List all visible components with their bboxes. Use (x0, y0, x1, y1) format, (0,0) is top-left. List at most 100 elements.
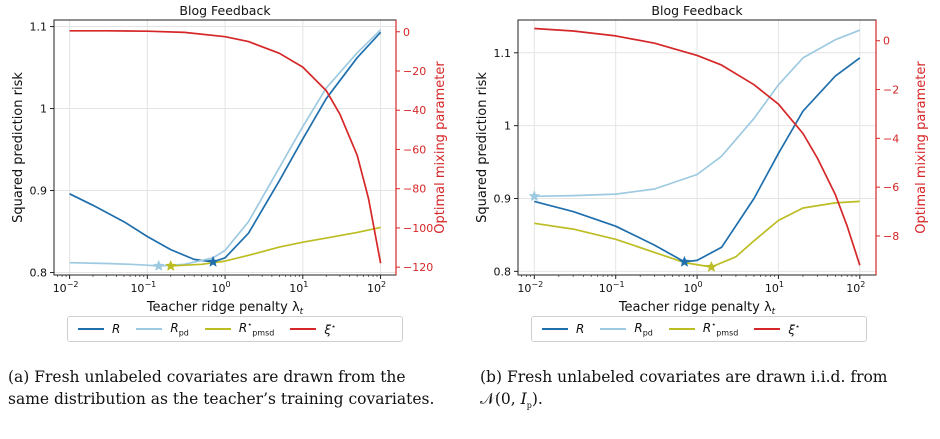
y-tick-label: 0.9 (494, 193, 512, 206)
x-tick-label: 101 (289, 280, 308, 295)
legend-swatch (542, 328, 568, 330)
y-tick-label: 1 (40, 103, 47, 116)
legend-label-base: R (702, 321, 712, 336)
y-axis-label: Squared prediction risk (11, 72, 26, 223)
y2-tick-label: −100 (403, 222, 433, 235)
x-tick-label: 10−1 (130, 280, 156, 295)
legend-label-sup: ⋆ (247, 320, 253, 330)
legend-label: ξ⋆ (788, 322, 800, 337)
caption-b-math-sub: p (526, 401, 532, 411)
y2-tick-label: −20 (403, 65, 426, 78)
series-line- (534, 27, 861, 266)
legend-label: Rpd (170, 321, 189, 337)
y-tick-label: 1 (504, 120, 511, 133)
min-star-marker (152, 259, 165, 271)
x-tick-label: 100 (684, 280, 703, 295)
y-axis-label: Squared prediction risk (475, 72, 490, 223)
y2-tick-label: −80 (403, 183, 426, 196)
legend-label: R⋆pmsd (239, 320, 274, 337)
series-line-R (69, 31, 382, 263)
y2-tick-label: −2 (883, 84, 899, 97)
chart-title: Blog Feedback (651, 3, 743, 18)
series-line- (69, 29, 382, 264)
x-tick-label: 10−2 (53, 280, 79, 295)
x-tick-label: 100 (212, 280, 231, 295)
legend-a: R Rpd R⋆pmsd ξ⋆ (67, 316, 403, 342)
legend-item: R (542, 322, 584, 336)
x-tick-label: 101 (765, 280, 784, 295)
x-tick-label: 102 (367, 280, 386, 295)
min-star-marker (528, 190, 541, 202)
caption-b-math-close: ). (531, 390, 543, 408)
caption-b: (b) Fresh unlabeled covariates are drawn… (480, 366, 920, 417)
y-tick-label: 0.8 (494, 265, 512, 278)
y2-tick-label: −6 (883, 181, 899, 194)
legend-label-sup: ⋆ (711, 320, 717, 330)
y2-tick-label: −60 (403, 143, 426, 156)
y-tick-label: 1.1 (494, 47, 512, 60)
legend-label: Rpd (634, 321, 653, 337)
min-star-marker (207, 255, 219, 267)
legend-item: Rpd (136, 321, 189, 337)
series-line-R (534, 57, 861, 263)
x-tick-label: 10−1 (599, 280, 625, 295)
y2-tick-label: 0 (883, 35, 890, 48)
y-tick-label: 1.1 (30, 21, 48, 34)
y2-axis-label: Optimal mixing parameter (914, 61, 929, 234)
legend-label: R (576, 322, 584, 336)
legend-item: ξ⋆ (754, 322, 800, 337)
legend-swatch (600, 327, 627, 330)
legend-label-base: R (112, 322, 121, 336)
legend-label-base: R (238, 321, 248, 336)
series-line-R_pmsd (534, 200, 860, 268)
y2-tick-label: −120 (403, 261, 433, 274)
caption-a: (a) Fresh unlabeled covariates are drawn… (8, 368, 435, 408)
y2-tick-label: 0 (403, 26, 410, 39)
legend-label-base: ξ (324, 322, 332, 337)
legend-label: R (112, 322, 120, 336)
legend-label-sup: ⋆ (331, 321, 337, 331)
caption-b-math-n: 𝒩 (480, 390, 495, 408)
chart-b: 10−2 10−1 100 101 102 0.8 0.9 1 1.1 0 −2 −4 −6 −8 Blog… (475, 3, 929, 317)
legend-label-sup: ⋆ (795, 321, 801, 331)
caption-b-prefix: (b) Fresh unlabeled covariates are drawn… (480, 368, 888, 386)
caption-b-math-i: I (520, 390, 527, 408)
legend-label-base: R (170, 320, 179, 335)
min-star-marker (164, 259, 177, 271)
y-tick-label: 0.9 (30, 185, 48, 198)
series-line-R_pd (69, 29, 382, 267)
legend-item: R (78, 322, 120, 336)
legend-b: R Rpd R⋆pmsd ξ⋆ (531, 316, 867, 342)
figure-panel-a: 10−2 10−1 100 101 102 0.8 0.9 1 1.1 0 −20 −40 −60 −80… (8, 3, 448, 408)
legend-label-base: ξ (788, 322, 796, 337)
x-tick-label: 102 (846, 280, 865, 295)
legend-item: ξ⋆ (290, 322, 336, 337)
legend-item: R⋆pmsd (668, 320, 738, 338)
legend-label-base: R (634, 320, 643, 335)
series-line-R_pd (534, 29, 861, 198)
legend-label-sub: pmsd (252, 328, 275, 338)
y2-tick-label: −4 (883, 132, 899, 145)
legend-label-base: R (576, 322, 585, 336)
min-star-marker (678, 255, 691, 267)
x-axis-label: Teacher ridge penalty λt (618, 300, 776, 317)
caption-b-math-open: (0, (494, 390, 521, 408)
y2-tick-label: −8 (883, 230, 899, 243)
legend-swatch (204, 327, 231, 330)
chart-a: 10−2 10−1 100 101 102 0.8 0.9 1 1.1 0 −20 −40 −60 −80… (11, 3, 448, 317)
legend-item: Rpd (600, 321, 653, 337)
legend-swatch (290, 328, 317, 330)
legend-label: R⋆pmsd (703, 320, 738, 337)
series-line-R_pmsd (170, 226, 381, 267)
y-tick-label: 0.8 (30, 267, 48, 280)
legend-swatch (668, 327, 695, 330)
legend-swatch (754, 328, 781, 330)
legend-label: ξ⋆ (324, 322, 336, 337)
y2-tick-label: −40 (403, 104, 426, 117)
legend-swatch (78, 328, 104, 330)
legend-swatch (136, 327, 163, 330)
x-axis-label: Teacher ridge penalty λt (146, 300, 304, 317)
x-tick-label: 10−2 (517, 280, 543, 295)
min-star-marker (705, 260, 718, 272)
legend-item: R⋆pmsd (204, 320, 274, 338)
